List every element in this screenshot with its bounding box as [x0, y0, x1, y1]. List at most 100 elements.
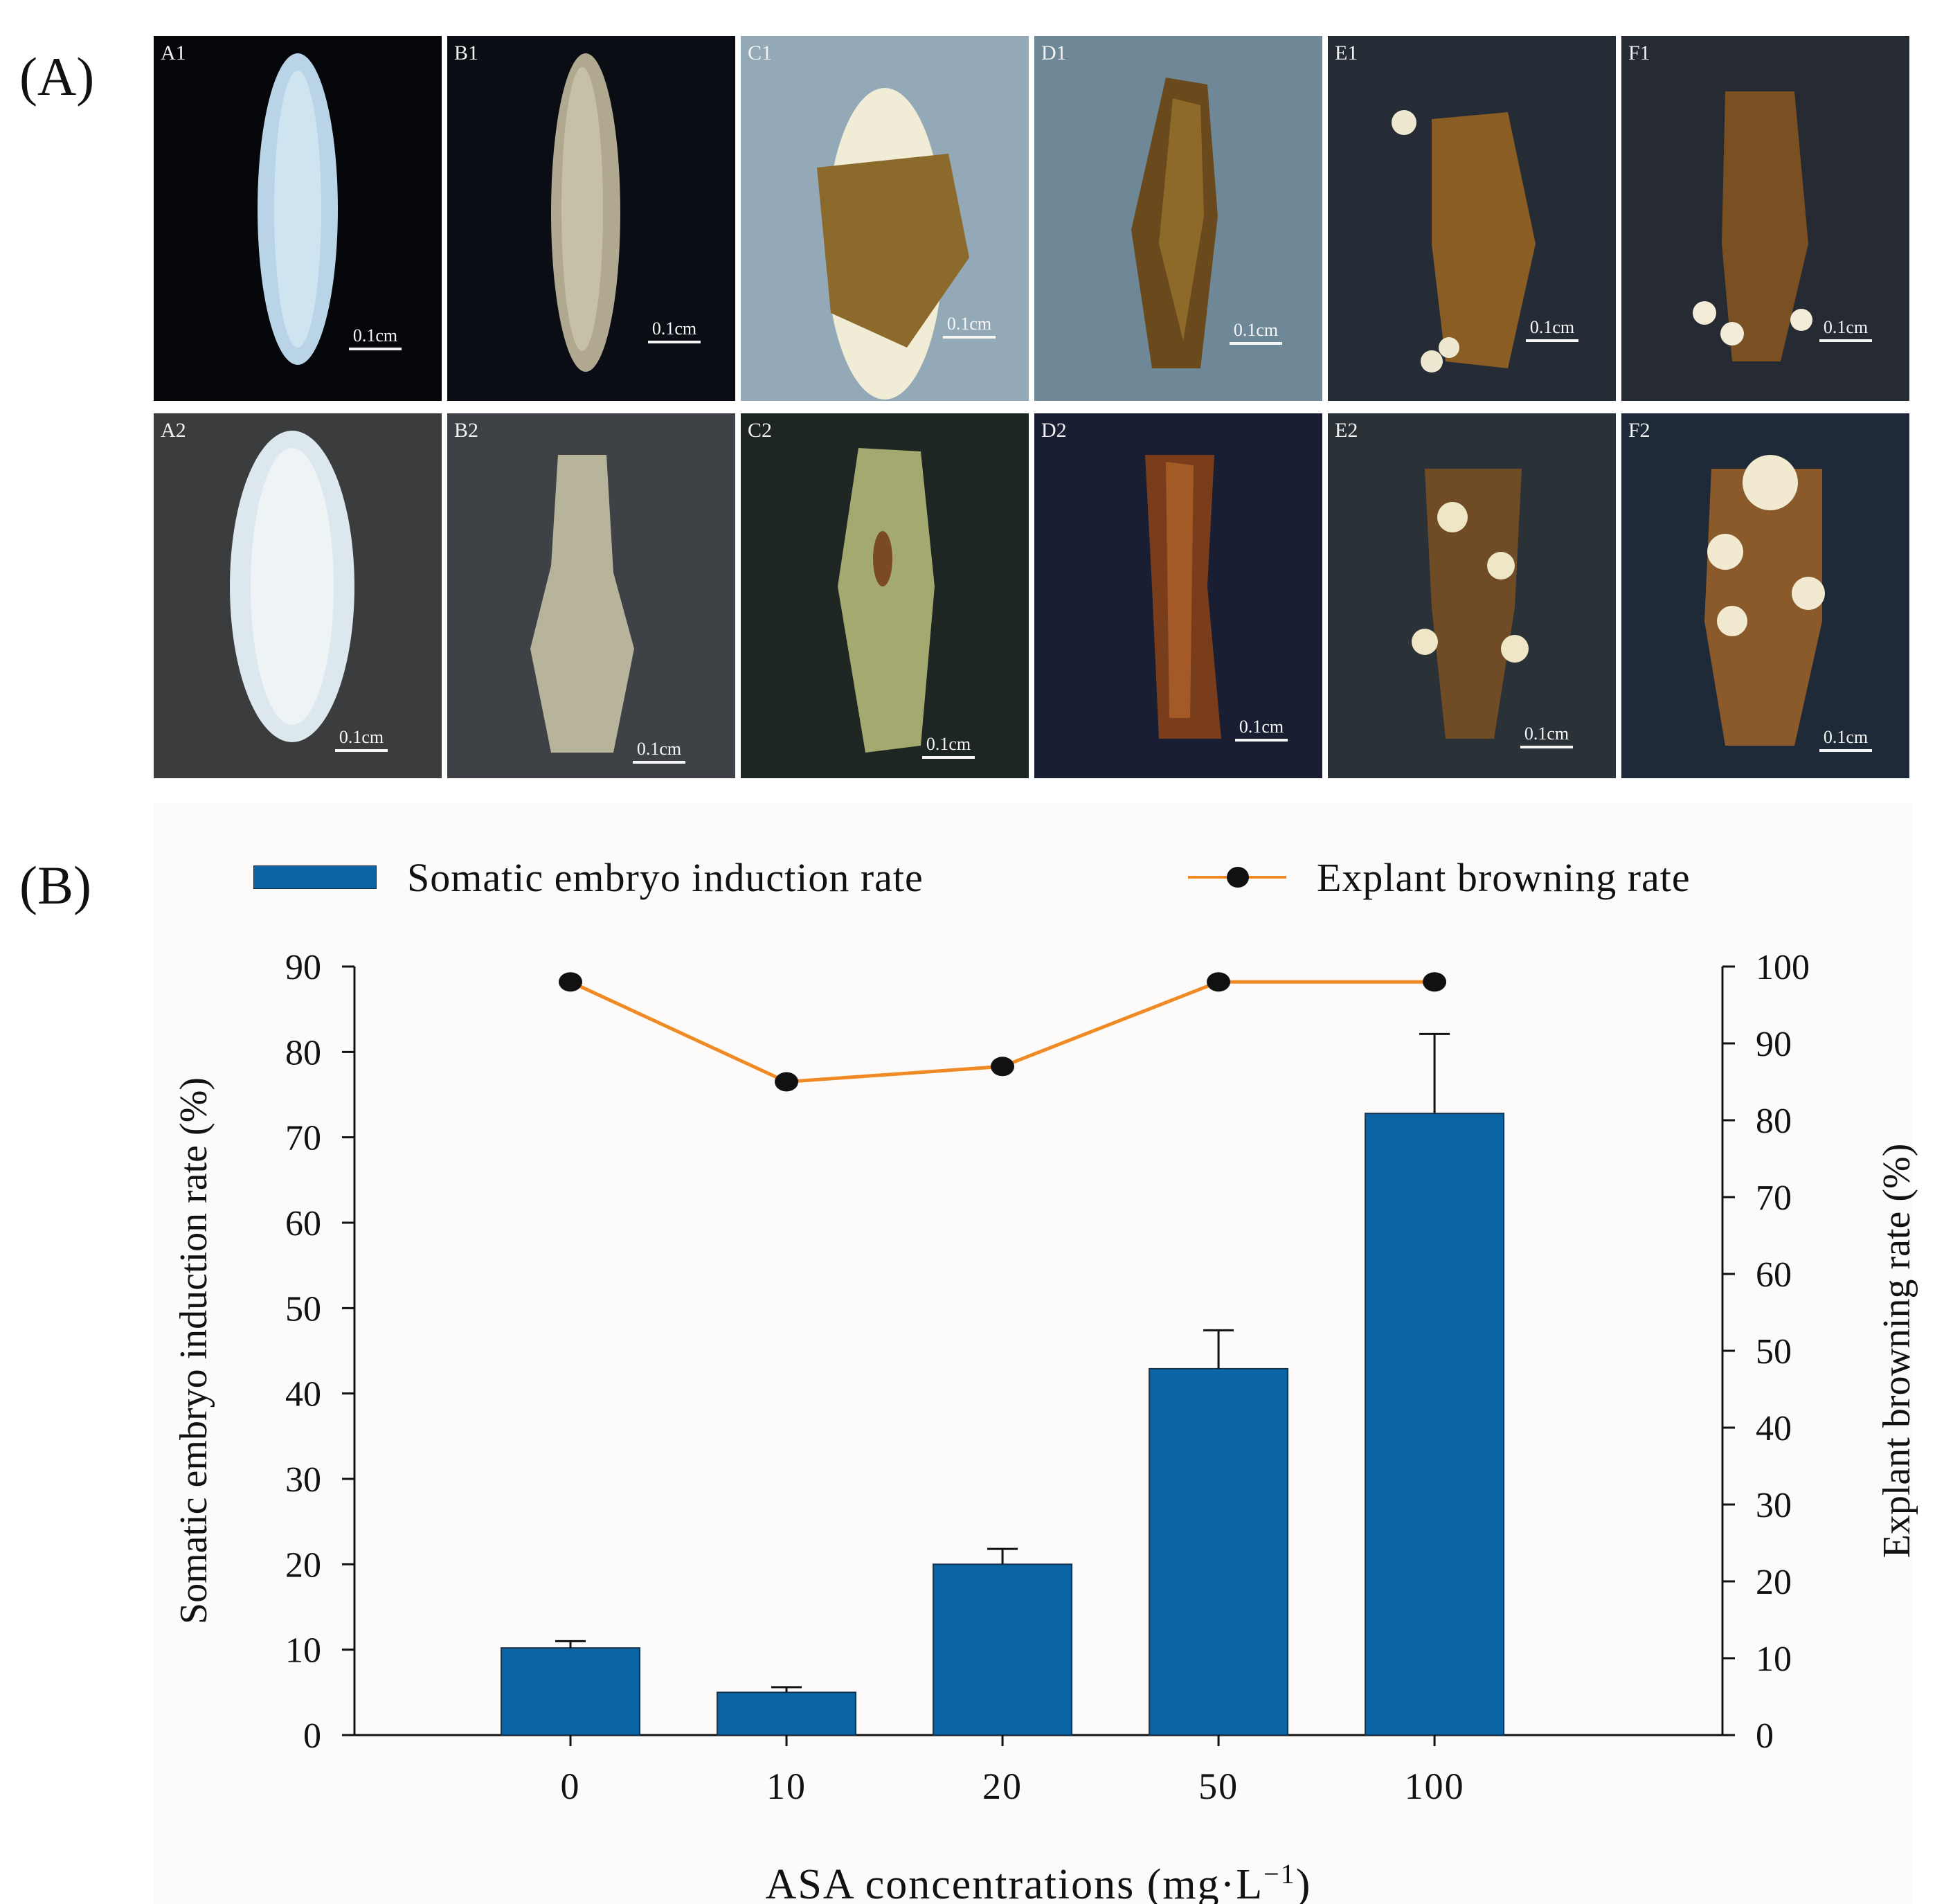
- y-left-tick-label: 80: [285, 1033, 321, 1072]
- scale-bar: 0.1cm: [943, 315, 996, 339]
- scale-bar-label: 0.1cm: [1823, 317, 1869, 337]
- scale-bar-label: 0.1cm: [946, 314, 992, 334]
- y-left-tick-label: 90: [285, 948, 321, 987]
- scale-bar-label: 0.1cm: [1823, 727, 1869, 747]
- bar-0: [501, 1647, 641, 1736]
- photo-f2: F2 0.1cm: [1621, 413, 1909, 778]
- y-right-tick-label: 90: [1756, 1025, 1792, 1064]
- y-right-tick-label: 80: [1756, 1102, 1792, 1141]
- photo-id-label: F2: [1628, 419, 1650, 442]
- photo-e2: E2 0.1cm: [1328, 413, 1616, 778]
- photo-grid: A1 0.1cm B1 0.1cm C1 0.1cm D1 0.1cm E1 0.1cm F1 0.1…: [154, 36, 1912, 778]
- y-left-tick-label: 10: [285, 1631, 321, 1671]
- photo-b2: B2 0.1cm: [447, 413, 735, 778]
- x-tick-label: 100: [1405, 1766, 1465, 1807]
- photo-id-label: E1: [1335, 42, 1358, 64]
- y-left-tick-label: 0: [303, 1716, 321, 1756]
- bar-10: [717, 1691, 857, 1736]
- browning-point-50: [1207, 972, 1231, 992]
- photo-id-label: D2: [1041, 419, 1067, 442]
- photo-id-label: B1: [454, 42, 479, 64]
- photo-specimen-a1: [154, 36, 442, 401]
- y-right-tick-label: 70: [1756, 1178, 1792, 1218]
- photo-id-label: C2: [748, 419, 773, 442]
- y-right-tick-label: 20: [1756, 1563, 1792, 1602]
- y-right-tick-label: 50: [1756, 1332, 1792, 1372]
- y-right-tick-label: 0: [1756, 1716, 1774, 1756]
- y-left-tick-label: 30: [285, 1460, 321, 1500]
- photo-specimen-e2: [1328, 413, 1616, 778]
- y-left-tick-label: 20: [285, 1545, 321, 1585]
- scale-bar-label: 0.1cm: [339, 727, 384, 747]
- y-left-tick-label: 70: [285, 1119, 321, 1158]
- photo-specimen-a2: [154, 413, 442, 778]
- photo-b1: B1 0.1cm: [447, 36, 735, 401]
- scale-bar: 0.1cm: [922, 735, 975, 759]
- bar-50: [1149, 1367, 1289, 1736]
- photo-specimen-d1: [1034, 36, 1322, 401]
- y-left-tick-label: 50: [285, 1289, 321, 1329]
- y-right-tick-label: 10: [1756, 1640, 1792, 1679]
- scale-bar-label: 0.1cm: [352, 325, 398, 345]
- scale-bar: 0.1cm: [633, 740, 685, 764]
- y-right-tick-label: 100: [1756, 948, 1810, 987]
- y-right-tick-label: 40: [1756, 1409, 1792, 1448]
- photo-specimen-b2: [447, 413, 735, 778]
- y-left-tick-label: 60: [285, 1204, 321, 1243]
- photo-specimen-f2: [1621, 413, 1909, 778]
- x-tick-label: 50: [1198, 1766, 1239, 1807]
- y-right-tick-label: 30: [1756, 1486, 1792, 1525]
- photo-specimen-b1: [447, 36, 735, 401]
- photo-id-label: E2: [1335, 419, 1358, 442]
- photo-e1: E1 0.1cm: [1328, 36, 1616, 401]
- photo-specimen-d2: [1034, 413, 1322, 778]
- browning-point-20: [991, 1057, 1015, 1077]
- scale-bar-label: 0.1cm: [1239, 717, 1284, 737]
- legend-item-induction: Somatic embryo induction rate: [253, 853, 924, 901]
- y-left-tick-label: 40: [285, 1375, 321, 1414]
- scale-bar: 0.1cm: [1819, 318, 1872, 342]
- scale-bar-label: 0.1cm: [1529, 317, 1575, 337]
- x-axis-title: ASA concentrations (mg·L−1): [766, 1858, 1312, 1904]
- photo-d1: D1 0.1cm: [1034, 36, 1322, 401]
- photo-id-label: A1: [161, 42, 186, 64]
- photo-a2: A2 0.1cm: [154, 413, 442, 778]
- photo-specimen-f1: [1621, 36, 1909, 401]
- photo-id-label: A2: [161, 419, 186, 442]
- legend-label-browning: Explant browning rate: [1317, 854, 1691, 900]
- scale-bar: 0.1cm: [1819, 728, 1872, 752]
- photo-specimen-c1: [741, 36, 1029, 401]
- scale-bar-label: 0.1cm: [636, 739, 682, 759]
- photo-c2: C2 0.1cm: [741, 413, 1029, 778]
- x-tick-label: 0: [561, 1766, 581, 1807]
- legend-bar-swatch: [253, 865, 377, 889]
- photo-id-label: F1: [1628, 42, 1650, 64]
- chart-legend: Somatic embryo induction rate Explant br…: [253, 853, 1846, 901]
- y-axis-left-title: Somatic embryo induction rate (%): [172, 1077, 215, 1624]
- scale-bar-label: 0.1cm: [926, 734, 971, 754]
- browning-point-100: [1423, 972, 1447, 992]
- photo-id-label: B2: [454, 419, 479, 442]
- photo-id-label: D1: [1041, 42, 1067, 64]
- x-tick-label: 10: [766, 1766, 807, 1807]
- y-right-tick-label: 60: [1756, 1255, 1792, 1295]
- photo-specimen-e1: [1328, 36, 1616, 401]
- x-tick-label: 20: [982, 1766, 1023, 1807]
- y-axis-right-title: Explant browning rate (%): [1875, 1144, 1918, 1559]
- bar-100: [1365, 1113, 1505, 1736]
- browning-point-10: [775, 1072, 799, 1092]
- scale-bar-label: 0.1cm: [651, 318, 697, 339]
- scale-bar-label: 0.1cm: [1233, 320, 1279, 340]
- photo-f1: F1 0.1cm: [1621, 36, 1909, 401]
- bar-20: [933, 1563, 1073, 1736]
- scale-bar: 0.1cm: [335, 728, 388, 752]
- photo-id-label: C1: [748, 42, 773, 64]
- legend-label-induction: Somatic embryo induction rate: [407, 854, 924, 900]
- legend-line-swatch: [1188, 863, 1286, 891]
- scale-bar: 0.1cm: [349, 327, 402, 350]
- chart-plot: 0 10 20 30 40 50 60 70 80 90 0 10 20 30 40 50 60 70 80 90 10…: [172, 948, 1918, 1904]
- legend-item-browning: Explant browning rate: [1188, 853, 1691, 901]
- photo-c1: C1 0.1cm: [741, 36, 1029, 401]
- photo-specimen-c2: [741, 413, 1029, 778]
